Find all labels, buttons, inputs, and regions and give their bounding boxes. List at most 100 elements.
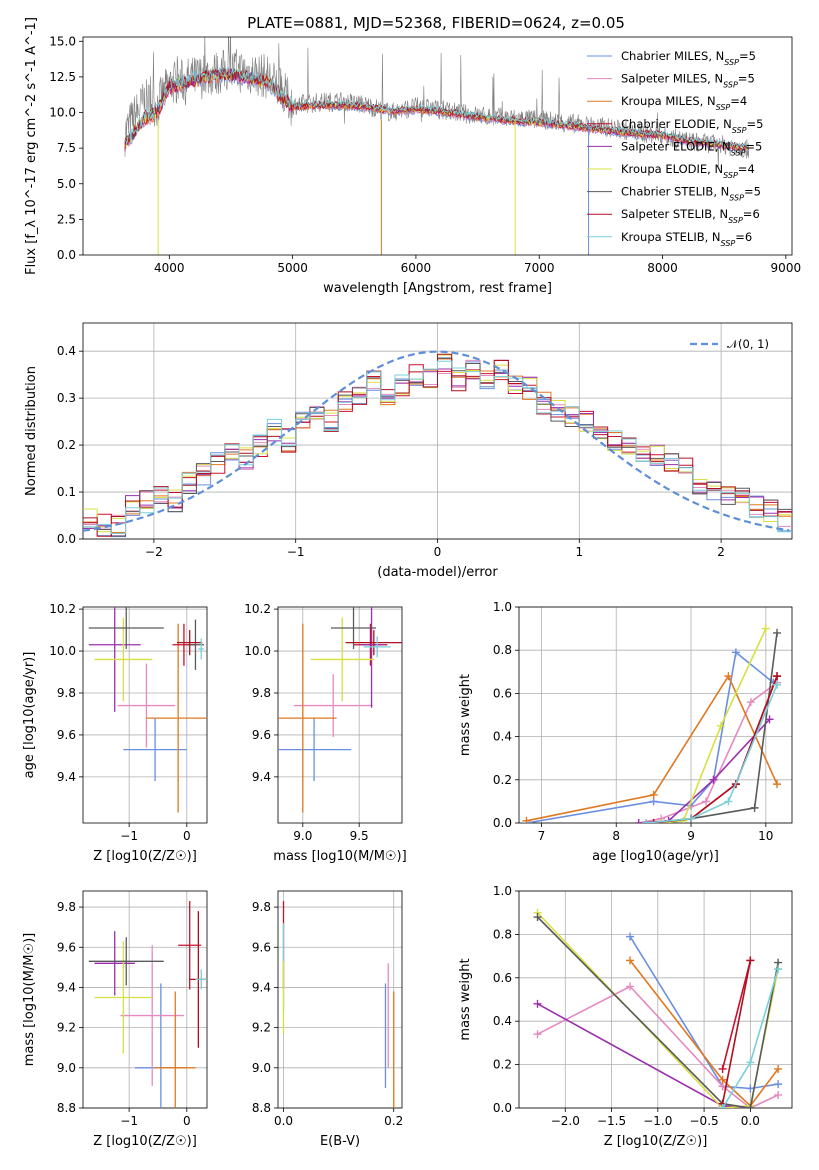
histogram-kroupa-stelib [83, 360, 792, 534]
legend-entry-sub: SSP [732, 125, 747, 134]
error-bar-point [117, 663, 176, 748]
x-tick-label: 9 [687, 829, 695, 843]
error-bar-point [345, 630, 402, 656]
plus-marker [774, 1090, 783, 1099]
x-tick-label: 7000 [524, 261, 555, 275]
error-bar-point [278, 623, 337, 813]
error-bar-point [88, 607, 164, 649]
x-tick-label: 7 [538, 829, 546, 843]
error-bar-point [360, 607, 383, 708]
legend-entry: Salpeter MILES, NSSP=5 [621, 72, 755, 90]
error-bar-point [363, 636, 391, 658]
error-bar-point [195, 969, 207, 990]
mass-weight-vs-age-series [522, 624, 782, 823]
legend-entry-n: , N [712, 207, 728, 221]
error-bar-point [94, 941, 153, 1054]
plus-marker [626, 932, 635, 941]
legend-entry-sub: SSP [724, 58, 739, 67]
legend-entry-count: 4 [747, 162, 754, 176]
y-tick-label: 7.5 [57, 141, 76, 155]
y-tick-label: 0.6 [493, 686, 512, 700]
legend-entry-n: , N [700, 94, 716, 108]
legend-entry-name: Chabrier STELIB [621, 185, 713, 199]
plus-marker [709, 775, 718, 784]
y-tick-label: 9.2 [57, 1021, 76, 1035]
age-vs-mass-axes: 9.0 9.5 9.4 9.6 9.8 10.0 10.2 mass [log10(M/M☉)… [244, 602, 406, 864]
series-line [526, 674, 778, 822]
plus-marker [724, 672, 733, 681]
legend-entry-n: , N [715, 139, 731, 153]
legend-entry: Chabrier MILES, NSSP=5 [621, 49, 756, 67]
x-tick-label: 6000 [401, 261, 432, 275]
x-tick-label: 1 [575, 545, 583, 559]
x-tick-label: −1.5 [597, 1114, 626, 1128]
y-tick-label: 9.8 [252, 900, 271, 914]
age-vs-Z-xlabel: Z [log10(Z/Z☉)] [93, 849, 197, 864]
y-tick-label: 1.0 [493, 884, 512, 898]
legend-entry-eq: = [739, 49, 749, 63]
age-vs-Z-ylabel: age [log10(age/yr)] [22, 652, 37, 779]
plus-marker [642, 819, 651, 823]
plus-marker [724, 797, 733, 806]
mass-weight-vs-age-ylabel: mass weight [458, 674, 473, 756]
residuals-axes: −2 −1 0 1 2 0.0 0.1 0.2 0.3 0.4 (data-model)/error… [24, 322, 793, 580]
mass-vs-Z-xlabel: Z [log10(Z/Z☉)] [93, 1134, 197, 1149]
y-tick-label: 0.0 [57, 248, 76, 262]
gaussian-curve [83, 350, 790, 532]
legend-entry-eq: = [747, 117, 757, 131]
y-tick-label: 8.8 [57, 1101, 76, 1115]
legend-entry-name: Salpeter MILES [621, 72, 707, 86]
x-tick-label: 0.2 [384, 1114, 403, 1128]
y-tick-label: 9.6 [57, 940, 76, 954]
plus-marker [533, 999, 542, 1008]
x-tick-label: 2 [717, 545, 725, 559]
spectrum-axes: 4000 5000 6000 7000 8000 9000 0.0 2.5 5.0 7.5 10.0… [24, 17, 801, 296]
y-tick-label: 0.0 [493, 816, 512, 830]
plus-marker [761, 624, 770, 633]
plus-marker [649, 790, 658, 799]
y-tick-label: 5.0 [57, 177, 76, 191]
age-vs-Z-axes: −1 0 9.4 9.6 9.8 10.0 10.2 Z [log10(Z/Z☉)] age [… [22, 602, 208, 864]
mass-weight-vs-Z-xlabel: Z [log10(Z/Z☉)] [604, 1134, 708, 1149]
legend-entry-sub: SSP [721, 238, 736, 247]
plus-marker [773, 780, 782, 789]
legend-entry: Salpeter STELIB, NSSP=6 [621, 207, 760, 225]
y-tick-label: 9.4 [57, 980, 76, 994]
panels: 4000 5000 6000 7000 8000 90000.02.55.07.510.0… [22, 17, 801, 1149]
legend-entry-name: Kroupa ELODIE [621, 162, 707, 176]
plus-marker [746, 1058, 755, 1067]
plus-marker [773, 672, 782, 681]
x-tick-label: −2.0 [551, 1114, 580, 1128]
y-tick-label: 0.8 [493, 643, 512, 657]
y-tick-label: 9.0 [252, 1061, 271, 1075]
x-tick-label: −0.5 [690, 1114, 719, 1128]
y-tick-label: 10.2 [244, 602, 271, 616]
y-tick-label: 0.0 [493, 1101, 512, 1115]
series-line [638, 718, 771, 823]
y-tick-label: 10.2 [49, 602, 76, 616]
plus-marker [773, 680, 782, 689]
residual-legend: 𝒩(0, 1) [690, 337, 769, 351]
x-tick-label: 0 [434, 545, 442, 559]
y-tick-label: 0.2 [493, 1058, 512, 1072]
plus-marker [746, 1104, 755, 1108]
legend-entry: Chabrier ELODIE, NSSP=5 [621, 117, 763, 135]
x-tick-label: 4000 [154, 261, 185, 275]
residuals-xlabel: (data-model)/error [377, 565, 498, 580]
mass-vs-EBV-points [282, 901, 395, 1108]
legend-entry-count: 5 [749, 49, 756, 63]
error-bar-point [94, 931, 135, 996]
y-tick-label: 1.0 [493, 600, 512, 614]
plus-marker [774, 965, 783, 974]
y-tick-label: 0.2 [57, 438, 76, 452]
age-vs-mass-frame [277, 606, 403, 824]
legend-entry-name: Chabrier MILES [621, 49, 708, 63]
mass-weight-vs-Z-axes: −2.0 −1.5 −1.0 −0.5 0.0 0.0 0.2 0.4 0.6 0.8 1.0 Z [… [458, 884, 793, 1149]
legend-entry-sub: SSP [716, 103, 731, 112]
y-tick-label: 15.0 [49, 34, 76, 48]
y-tick-label: 2.5 [57, 212, 76, 226]
y-tick-label: 0.6 [493, 971, 512, 985]
legend-entry-count: 5 [754, 185, 761, 199]
